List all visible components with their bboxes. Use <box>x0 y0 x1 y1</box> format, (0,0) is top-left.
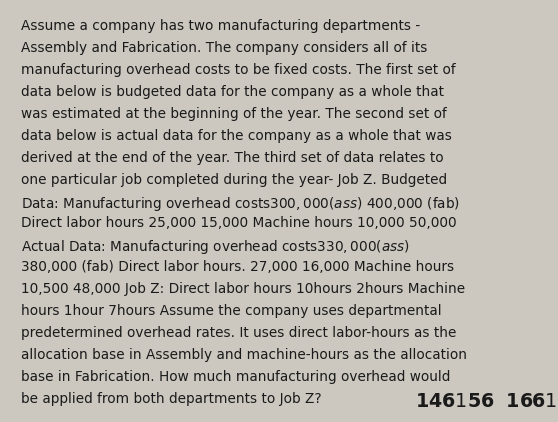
Text: be applied from both departments to Job Z?: be applied from both departments to Job … <box>21 392 326 406</box>
Text: Direct labor hours 25,000 15,000 Machine hours 10,000 50,000: Direct labor hours 25,000 15,000 Machine… <box>21 216 457 230</box>
Text: data below is actual data for the company as a whole that was: data below is actual data for the compan… <box>21 129 452 143</box>
Text: one particular job completed during the year- Job Z. Budgeted: one particular job completed during the … <box>21 173 448 187</box>
Text: Assume a company has two manufacturing departments -: Assume a company has two manufacturing d… <box>21 19 421 33</box>
Text: allocation base in Assembly and machine-hours as the allocation: allocation base in Assembly and machine-… <box>21 348 467 362</box>
Text: hours 1hour 7hours Assume the company uses departmental: hours 1hour 7hours Assume the company us… <box>21 304 442 318</box>
Text: 380,000 (fab) Direct labor hours. 27,000 16,000 Machine hours: 380,000 (fab) Direct labor hours. 27,000… <box>21 260 454 274</box>
Text: 10,500 48,000 Job Z: Direct labor hours 10hours 2hours Machine: 10,500 48,000 Job Z: Direct labor hours … <box>21 282 465 296</box>
Text: manufacturing overhead costs to be fixed costs. The first set of: manufacturing overhead costs to be fixed… <box>21 63 456 77</box>
Text: derived at the end of the year. The third set of data relates to: derived at the end of the year. The thir… <box>21 151 444 165</box>
Text: Assembly and Fabrication. The company considers all of its: Assembly and Fabrication. The company co… <box>21 41 427 55</box>
Text: Data: Manufacturing overhead costs$300,000(\mathit{ass})$ 400,000 (fab): Data: Manufacturing overhead costs$300,0… <box>21 195 460 213</box>
Text: Actual Data: Manufacturing overhead costs$330,000(\mathit{ass})$: Actual Data: Manufacturing overhead cost… <box>21 238 410 257</box>
Text: predetermined overhead rates. It uses direct labor-hours as the: predetermined overhead rates. It uses di… <box>21 326 456 340</box>
Text: data below is budgeted data for the company as a whole that: data below is budgeted data for the comp… <box>21 85 444 99</box>
Text: $\mathbf{146}$$\mathit{1}$$\mathbf{56}$  $\mathbf{166}$$\mathit{1}$$\mathbf{76}$: $\mathbf{146}$$\mathit{1}$$\mathbf{56}$ … <box>415 392 558 411</box>
Text: was estimated at the beginning of the year. The second set of: was estimated at the beginning of the ye… <box>21 107 447 121</box>
Text: base in Fabrication. How much manufacturing overhead would: base in Fabrication. How much manufactur… <box>21 370 450 384</box>
